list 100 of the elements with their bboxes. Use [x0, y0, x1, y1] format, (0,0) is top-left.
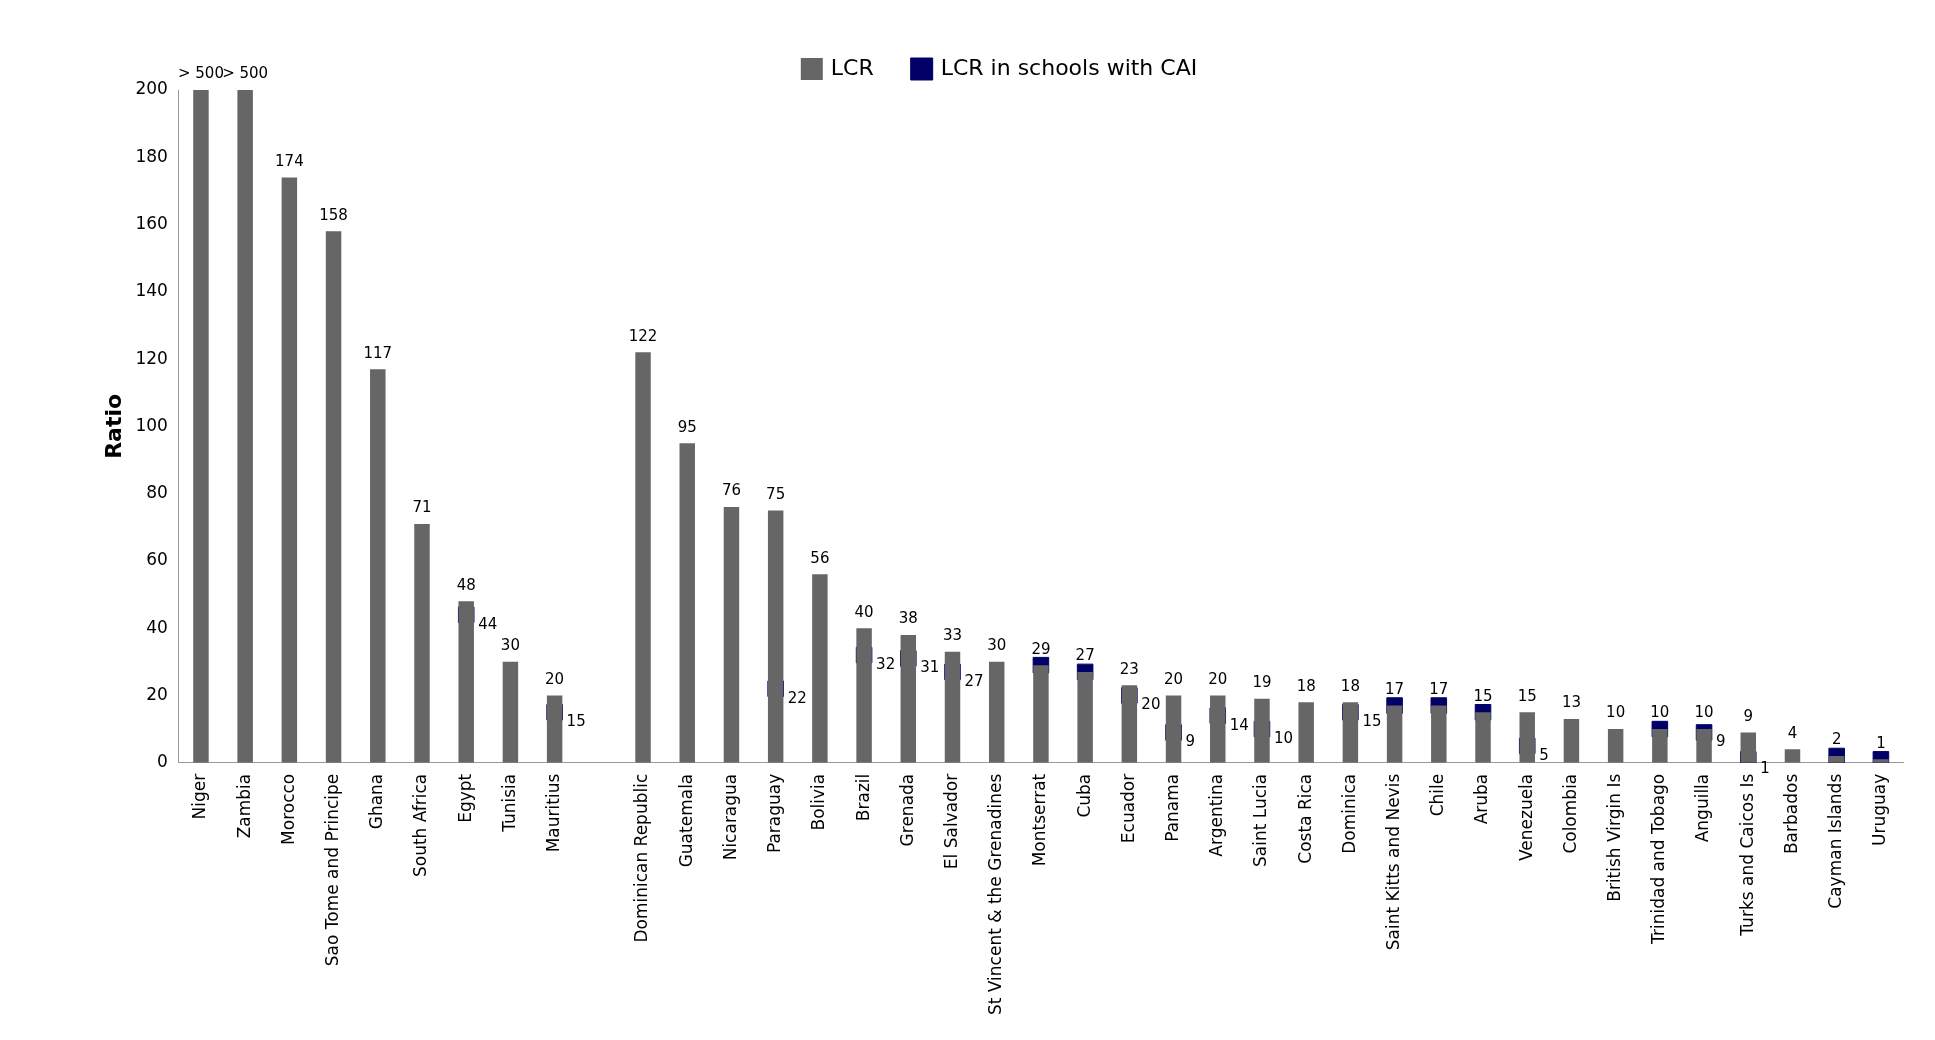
bar — [1121, 685, 1138, 763]
x-tick-label: Aruba — [1471, 773, 1492, 825]
x-tick-label: Venezuela — [1515, 773, 1536, 862]
data-label: 20 — [1141, 695, 1161, 714]
x-tick-label: Costa Rica — [1294, 773, 1315, 864]
x-tick-label: Dominica — [1338, 773, 1359, 854]
bar — [414, 523, 430, 763]
data-label: 76 — [721, 481, 742, 500]
data-label: 1 — [1760, 759, 1770, 778]
bar — [1210, 695, 1226, 763]
bar — [988, 661, 1005, 763]
data-label: 71 — [412, 498, 432, 517]
data-label: 15 — [1362, 712, 1382, 731]
x-tick-label: Zambia — [233, 773, 254, 839]
data-label: 27 — [964, 671, 984, 690]
x-tick-label: Colombia — [1559, 773, 1580, 854]
data-label: 10 — [1650, 703, 1670, 722]
data-label: 30 — [987, 636, 1007, 655]
bar — [546, 695, 563, 763]
bar — [723, 507, 740, 763]
x-tick-label: Guatemala — [675, 773, 696, 868]
x-tick-label: Morocco — [277, 773, 298, 845]
x-tick-label: Niger — [189, 773, 210, 820]
data-label: 38 — [898, 609, 918, 628]
data-label: 13 — [1561, 693, 1581, 712]
x-tick-label: Grenada — [896, 773, 917, 847]
y-axis-title: Ratio — [100, 393, 126, 459]
data-label: > 500 — [222, 64, 269, 83]
y-tick-label: 200 — [135, 78, 168, 99]
y-tick-label: 100 — [135, 414, 168, 435]
bar — [458, 601, 474, 763]
data-label: 10 — [1606, 703, 1626, 722]
bar — [1696, 729, 1712, 763]
x-tick-label: Dominican Republic — [631, 773, 652, 943]
bar — [767, 510, 784, 763]
y-tick-label: 140 — [135, 280, 168, 301]
bar — [1386, 705, 1403, 763]
data-label: 33 — [942, 626, 963, 645]
x-tick-label: Paraguay — [764, 773, 785, 854]
data-label: 23 — [1119, 659, 1139, 678]
data-label: 158 — [319, 205, 348, 224]
data-label: 9 — [1185, 732, 1196, 751]
data-label: 15 — [1517, 686, 1537, 705]
bar — [193, 90, 209, 763]
data-label: 18 — [1340, 676, 1360, 695]
x-tick-label: Argentina — [1206, 773, 1227, 857]
data-label: 10 — [1694, 703, 1714, 722]
bar — [1431, 705, 1447, 763]
bar — [635, 352, 651, 763]
bar — [679, 443, 695, 763]
x-tick-label: St Vincent & the Grenadines — [985, 773, 1006, 1016]
y-tick-label: 60 — [146, 549, 168, 570]
data-label: 44 — [478, 614, 498, 633]
x-tick-label: Sao Tome and Principe — [322, 773, 342, 967]
data-label: 20 — [1208, 669, 1228, 688]
bar — [1652, 729, 1668, 763]
bar — [812, 574, 828, 763]
data-label: 20 — [1164, 669, 1184, 688]
data-label: 9 — [1716, 732, 1726, 751]
bar — [370, 369, 386, 763]
data-label: 32 — [876, 654, 896, 673]
bar — [502, 661, 519, 763]
x-tick-label: Egypt — [454, 773, 475, 823]
bar — [281, 177, 298, 763]
bar — [1519, 712, 1535, 763]
data-label: 17 — [1385, 679, 1405, 698]
bar — [1342, 702, 1359, 763]
data-label: 27 — [1075, 646, 1095, 665]
x-tick-label: Chile — [1427, 773, 1448, 817]
data-label: 14 — [1229, 715, 1249, 734]
data-label: > 500 — [177, 64, 224, 83]
y-tick-label: 180 — [135, 145, 168, 166]
data-label: 75 — [766, 484, 786, 503]
bar — [944, 651, 961, 763]
x-tick-label: Saint Kitts and Nevis — [1383, 773, 1404, 951]
x-tick-label: Bolivia — [808, 773, 829, 831]
data-label: 2 — [1831, 730, 1842, 749]
x-tick-label: Ghana — [366, 773, 387, 830]
y-tick-label: 40 — [146, 616, 168, 637]
bar — [325, 231, 342, 763]
data-label: 18 — [1296, 676, 1316, 695]
data-label: 22 — [787, 688, 807, 707]
x-tick-label: Montserrat — [1029, 773, 1050, 867]
x-tick-label: Mauritius — [543, 773, 564, 853]
bar — [1165, 695, 1182, 763]
bar — [856, 628, 872, 763]
bar — [1298, 702, 1314, 763]
x-tick-label: El Salvador — [940, 773, 961, 870]
x-tick-label: Cayman Islands — [1825, 773, 1846, 909]
legend-label: LCR — [830, 54, 874, 80]
data-label: 4 — [1787, 723, 1798, 742]
data-label: 17 — [1429, 679, 1449, 698]
data-label: 1 — [1876, 733, 1886, 752]
x-tick-label: Barbados — [1780, 773, 1801, 855]
y-tick-label: 120 — [135, 347, 168, 368]
bar — [1740, 732, 1757, 763]
legend-label: LCR in schools with CAI — [940, 54, 1198, 80]
data-label: 174 — [275, 151, 304, 170]
x-tick-label: Panama — [1161, 773, 1182, 842]
x-tick-label: Trinidad and Tobago — [1648, 773, 1669, 945]
